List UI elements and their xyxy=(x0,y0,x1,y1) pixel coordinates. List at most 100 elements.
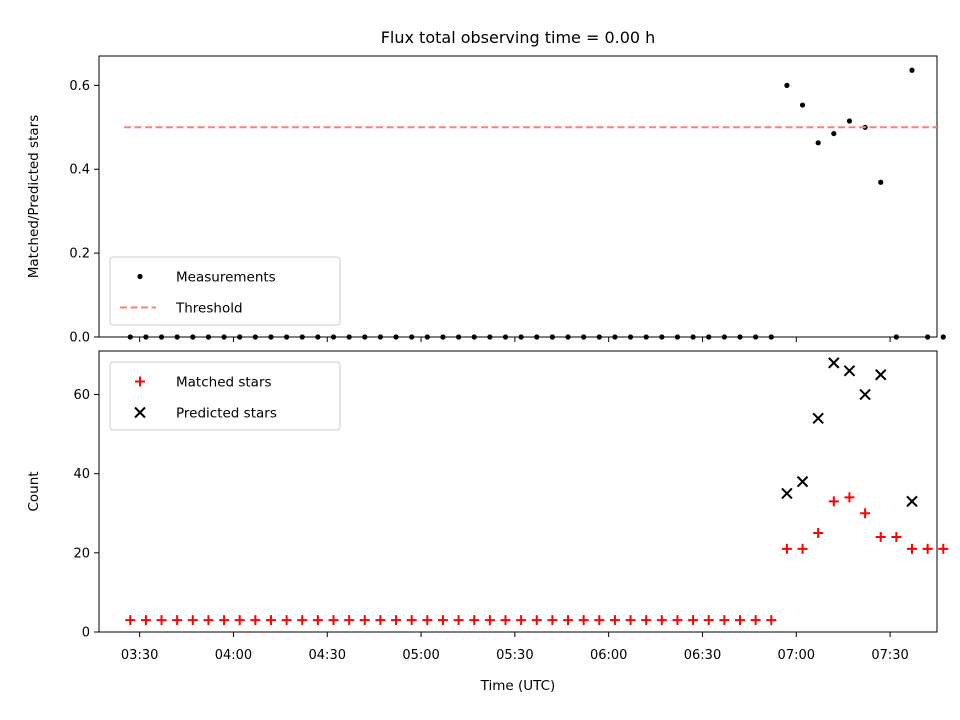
data-point xyxy=(643,334,649,340)
data-point xyxy=(797,543,808,554)
data-point xyxy=(641,615,652,626)
data-point xyxy=(281,615,292,626)
x-tick-label: 04:30 xyxy=(309,648,346,663)
data-point xyxy=(156,615,167,626)
data-point xyxy=(469,615,480,626)
legend-swatch xyxy=(134,406,146,419)
data-point xyxy=(766,615,777,626)
data-point xyxy=(440,334,446,340)
data-point xyxy=(627,334,634,340)
data-point xyxy=(844,492,855,503)
data-point xyxy=(706,334,712,340)
data-point xyxy=(909,67,915,73)
counts-panel: 0 20 40 60 03:30 04:00 04:30 05:00 05:30 06:00 06:… xyxy=(26,350,949,663)
x-tick-label: 06:30 xyxy=(684,648,721,663)
data-point xyxy=(219,615,230,626)
data-point xyxy=(672,615,683,626)
data-point xyxy=(393,334,399,340)
data-point xyxy=(719,615,730,626)
plot-frame xyxy=(98,350,938,633)
data-point xyxy=(796,475,809,488)
legend-box xyxy=(109,256,341,326)
chart-title: Flux total observing time = 0.00 h xyxy=(381,28,656,47)
data-point xyxy=(190,334,196,340)
data-point xyxy=(843,365,856,377)
x-tick-label: 07:00 xyxy=(778,648,815,663)
legend-label: Matched stars xyxy=(176,375,272,391)
data-point xyxy=(703,615,714,626)
data-point xyxy=(781,487,793,500)
data-point xyxy=(625,615,636,626)
data-point xyxy=(484,615,495,626)
data-point xyxy=(487,334,493,340)
legend-swatch xyxy=(135,376,145,387)
data-point xyxy=(721,334,727,340)
data-point xyxy=(312,615,323,626)
x-axis-label: Time (UTC) xyxy=(480,678,556,694)
data-point xyxy=(362,334,368,340)
data-point xyxy=(940,334,946,340)
legend-box xyxy=(109,361,341,431)
data-point xyxy=(437,615,448,626)
data-point xyxy=(812,412,824,424)
data-point xyxy=(534,334,540,340)
data-point xyxy=(925,334,931,340)
data-point xyxy=(172,615,183,626)
x-tick-label: 05:30 xyxy=(496,648,533,663)
data-point xyxy=(315,334,321,340)
y-axis-label: Matched/Predicted stars xyxy=(26,115,42,278)
data-point xyxy=(518,334,524,340)
data-point xyxy=(859,388,871,401)
data-point xyxy=(531,615,542,626)
y-tick-label: 20 xyxy=(73,546,90,561)
data-point xyxy=(906,495,918,508)
data-point xyxy=(453,615,464,626)
legend-label: Threshold xyxy=(175,301,243,317)
plot-frame xyxy=(98,55,938,338)
data-point xyxy=(234,615,245,626)
data-point xyxy=(187,615,198,626)
data-point xyxy=(612,334,618,340)
data-point xyxy=(174,334,180,340)
data-point xyxy=(143,334,149,340)
data-point xyxy=(203,615,214,626)
data-point xyxy=(268,334,274,340)
y-tick-label: 40 xyxy=(73,467,90,482)
ratio-panel: 0.0 0.2 0.4 0.6 Matched/Predicted stars Measu… xyxy=(26,55,946,346)
data-point xyxy=(581,334,587,340)
data-point xyxy=(284,334,290,340)
data-point xyxy=(875,532,886,543)
legend: Matched stars Predicted stars xyxy=(109,361,341,431)
data-point xyxy=(563,615,574,626)
data-point xyxy=(299,334,305,340)
data-point xyxy=(813,528,824,539)
data-point xyxy=(221,334,227,340)
data-point xyxy=(784,82,790,88)
y-tick-label: 0.6 xyxy=(69,79,90,94)
legend-swatch xyxy=(137,273,143,280)
data-point xyxy=(127,334,133,340)
data-point xyxy=(250,615,261,626)
data-point xyxy=(891,532,902,543)
legend-label: Predicted stars xyxy=(176,406,277,422)
y-tick-label: 0.2 xyxy=(69,247,90,262)
data-point xyxy=(375,615,386,626)
data-point xyxy=(578,615,589,626)
data-point xyxy=(846,118,853,124)
data-point xyxy=(799,102,806,108)
data-point xyxy=(359,615,370,626)
data-point xyxy=(878,179,884,185)
data-point xyxy=(409,334,415,340)
data-point xyxy=(565,334,571,340)
data-point xyxy=(330,334,337,340)
data-point xyxy=(860,508,871,519)
data-point xyxy=(938,543,949,554)
y-tick-label: 0.4 xyxy=(69,163,90,178)
data-point xyxy=(596,334,602,340)
data-point xyxy=(344,615,355,626)
data-point xyxy=(781,543,792,554)
data-point xyxy=(922,543,933,554)
data-point xyxy=(906,543,917,554)
data-point xyxy=(471,334,477,340)
